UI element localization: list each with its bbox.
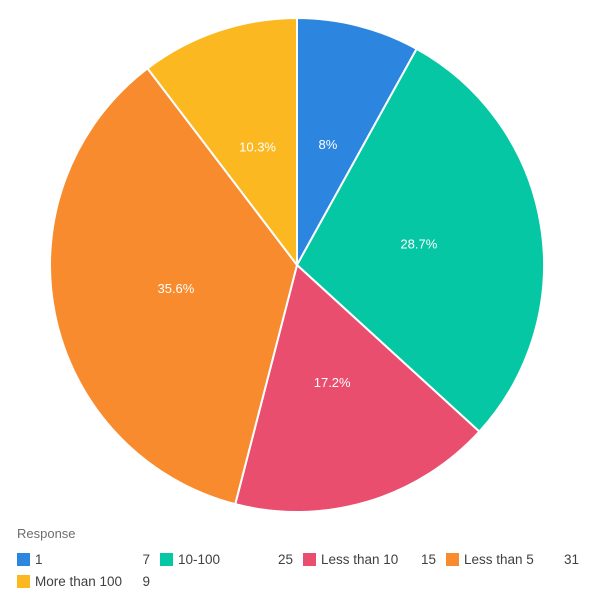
legend-count: 9 [142, 573, 150, 589]
pie-slice-label-0: 8% [318, 137, 337, 152]
legend-item-3[interactable]: Less than 5 31 [446, 548, 579, 570]
legend: Response 1 7 10-100 25 Less than 10 15 Less th… [17, 526, 592, 592]
legend-count: 7 [142, 551, 150, 567]
legend-swatch-icon [303, 552, 316, 566]
legend-swatch-icon [160, 552, 173, 566]
pie-slice-2[interactable] [234, 264, 481, 513]
legend-count: 25 [277, 551, 293, 567]
legend-count: 31 [563, 551, 579, 567]
legend-label: 10-100 [178, 551, 221, 567]
pie-slice-label-1: 28.7% [400, 236, 437, 251]
legend-label: Less than 10 [321, 551, 399, 567]
legend-label: Less than 5 [464, 551, 534, 567]
legend-swatch-icon [17, 574, 30, 588]
pie-slice-label-2: 17.2% [314, 375, 351, 390]
pie-slice-4[interactable] [146, 17, 298, 266]
legend-swatch-icon [446, 552, 459, 566]
legend-label: More than 100 [35, 573, 123, 589]
legend-swatch-icon [17, 552, 30, 566]
pie-slice-0[interactable] [296, 17, 418, 266]
legend-item-1[interactable]: 10-100 25 [160, 548, 293, 570]
pie-slice-1[interactable] [296, 47, 545, 433]
legend-title: Response [17, 526, 76, 541]
pie-slice-label-4: 10.3% [239, 139, 276, 154]
legend-items: 1 7 10-100 25 Less than 10 15 Less than 5 31 Mor… [17, 548, 592, 592]
pie-slice-3[interactable] [49, 67, 298, 506]
legend-item-2[interactable]: Less than 10 15 [303, 548, 436, 570]
legend-count: 15 [420, 551, 436, 567]
legend-item-4[interactable]: More than 100 9 [17, 570, 150, 592]
pie-slice-label-3: 35.6% [157, 281, 194, 296]
legend-label: 1 [35, 551, 43, 567]
